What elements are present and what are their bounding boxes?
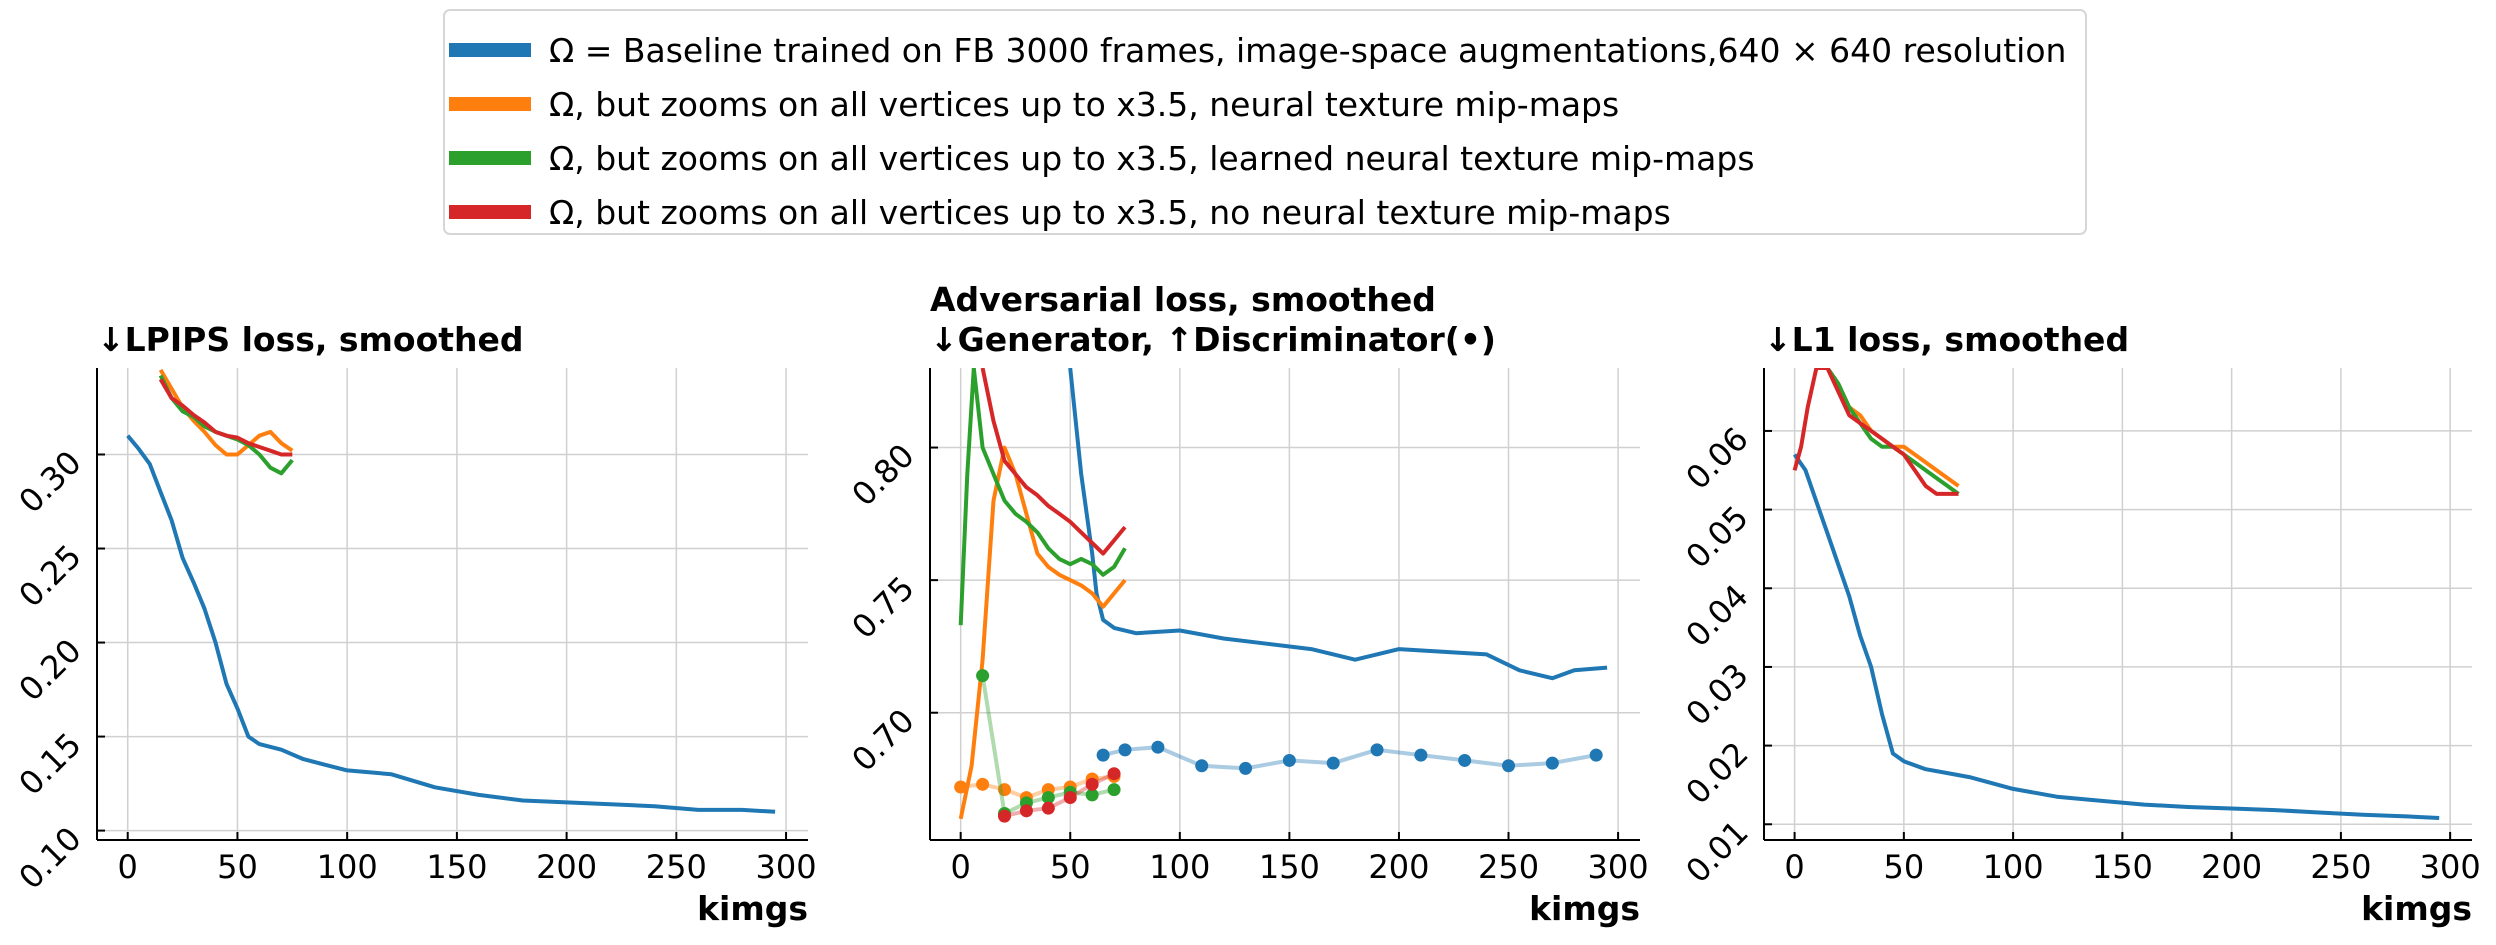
x-tick-label: 100 xyxy=(317,848,378,886)
x-tick-label: 0 xyxy=(118,848,138,886)
x-tick-label: 200 xyxy=(2201,848,2262,886)
x-tick-label: 50 xyxy=(1883,848,1924,886)
legend-swatch-red xyxy=(449,205,531,219)
discriminator-point xyxy=(1589,748,1603,762)
y-tick-label: 0.30 xyxy=(11,443,88,520)
discriminator-point xyxy=(1370,743,1384,757)
legend-label: Ω, but zooms on all vertices up to x3.5,… xyxy=(549,138,1755,178)
discriminator-point xyxy=(954,780,968,794)
x-axis-label: kimgs xyxy=(697,889,808,928)
discriminator-point xyxy=(1041,801,1055,815)
legend-label: Ω, but zooms on all vertices up to x3.5,… xyxy=(549,84,1620,124)
series-line-2 xyxy=(958,368,1127,626)
discriminator-point xyxy=(1063,791,1077,805)
y-tick-label: 0.04 xyxy=(1678,577,1755,654)
discriminator-point xyxy=(1118,743,1132,757)
series-line-0 xyxy=(126,434,776,814)
y-tick-label: 0.10 xyxy=(11,819,88,896)
plot-area xyxy=(126,368,776,814)
x-axis-label: kimgs xyxy=(2361,889,2472,928)
x-tick-label: 250 xyxy=(1478,848,1539,886)
legend-item: Ω = Baseline trained on FB 3000 frames, … xyxy=(449,25,2066,75)
chart-title: ↓LPIPS loss, smoothed xyxy=(97,320,524,359)
discriminator-line-4 xyxy=(1102,745,1597,771)
plot-area xyxy=(1792,368,2440,820)
discriminator-point xyxy=(1239,761,1253,775)
plot-area xyxy=(954,368,1608,823)
discriminator-point xyxy=(1326,756,1340,770)
discriminator-point xyxy=(1085,788,1099,802)
discriminator-point xyxy=(1195,759,1209,773)
x-tick-label: 0 xyxy=(950,848,970,886)
y-tick-label: 0.20 xyxy=(11,631,88,708)
discriminator-point xyxy=(1502,759,1516,773)
discriminator-point xyxy=(1282,753,1296,767)
x-tick-label: 200 xyxy=(1368,848,1429,886)
legend-swatch-blue xyxy=(449,43,531,57)
chart-panel-2: 0 50 100 150 200 250 300 0.70 0.75 0.80 kimgs Adver… xyxy=(844,280,1648,928)
legend-item: Ω, but zooms on all vertices up to x3.5,… xyxy=(449,79,1619,129)
discriminator-point xyxy=(1545,756,1559,770)
x-tick-label: 0 xyxy=(1784,848,1804,886)
y-tick-label: 0.01 xyxy=(1678,813,1755,890)
legend-swatch-orange xyxy=(449,97,531,111)
legend: Ω = Baseline trained on FB 3000 frames, … xyxy=(443,9,2087,235)
series-line-3 xyxy=(1792,368,1959,496)
x-tick-label: 250 xyxy=(2310,848,2371,886)
chart-title: Adversarial loss, smoothed xyxy=(930,280,1436,319)
y-tick-label: 0.06 xyxy=(1678,420,1755,497)
x-tick-label: 300 xyxy=(1588,848,1649,886)
x-tick-label: 100 xyxy=(1149,848,1210,886)
legend-item: Ω, but zooms on all vertices up to x3.5,… xyxy=(449,133,1755,183)
x-tick-label: 150 xyxy=(426,848,487,886)
discriminator-point xyxy=(998,809,1012,823)
series-line-3 xyxy=(158,378,293,457)
y-tick-label: 0.75 xyxy=(844,569,921,646)
y-tick-label: 0.03 xyxy=(1678,656,1755,733)
series-line-3 xyxy=(980,368,1127,556)
chart-panel-1: 0 50 100 150 200 250 300 0.10 0.15 0.20 0.25 0.30 ki… xyxy=(11,320,816,928)
x-tick-label: 50 xyxy=(1050,848,1091,886)
discriminator-point xyxy=(1085,777,1099,791)
chart-panel-3: 0 50 100 150 200 250 300 0.010.020.030.040.050.… xyxy=(1678,320,2480,928)
chart-subtitle: ↓Generator, ↑Discriminator(•) xyxy=(930,320,1496,359)
discriminator-point xyxy=(1107,767,1121,781)
discriminator-point xyxy=(1458,753,1472,767)
legend-label: Ω = Baseline trained on FB 3000 frames, … xyxy=(549,30,2067,70)
discriminator-point xyxy=(1019,804,1033,818)
discriminator-point xyxy=(998,783,1012,797)
discriminator-point xyxy=(1414,748,1428,762)
x-tick-label: 300 xyxy=(756,848,817,886)
x-axis-label: kimgs xyxy=(1529,889,1640,928)
y-tick-label: 0.05 xyxy=(1678,498,1755,575)
discriminator-point xyxy=(1096,748,1110,762)
discriminator-point xyxy=(1151,740,1165,754)
y-tick-label: 0.25 xyxy=(11,537,88,614)
series-line-0 xyxy=(1068,368,1608,681)
y-tick-label: 0.02 xyxy=(1678,734,1755,811)
series-line-2 xyxy=(158,374,294,476)
discriminator-point xyxy=(976,777,990,791)
x-tick-label: 50 xyxy=(217,848,258,886)
y-tick-label: 0.80 xyxy=(844,436,921,513)
series-line-1 xyxy=(958,445,1127,820)
series-line-0 xyxy=(1792,453,2440,820)
y-tick-label: 0.15 xyxy=(11,725,88,802)
x-tick-label: 150 xyxy=(2092,848,2153,886)
legend-label: Ω, but zooms on all vertices up to x3.5,… xyxy=(549,192,1671,232)
x-tick-label: 200 xyxy=(536,848,597,886)
series-line-1 xyxy=(158,368,294,457)
x-tick-label: 150 xyxy=(1259,848,1320,886)
x-tick-label: 300 xyxy=(2420,848,2481,886)
discriminator-point xyxy=(976,669,990,683)
discriminator-point xyxy=(1041,791,1055,805)
legend-item: Ω, but zooms on all vertices up to x3.5,… xyxy=(449,187,1671,237)
chart-title: ↓L1 loss, smoothed xyxy=(1764,320,2129,359)
y-tick-label: 0.70 xyxy=(844,702,921,779)
legend-swatch-green xyxy=(449,151,531,165)
x-tick-label: 100 xyxy=(1983,848,2044,886)
x-tick-label: 250 xyxy=(646,848,707,886)
discriminator-point xyxy=(1107,783,1121,797)
